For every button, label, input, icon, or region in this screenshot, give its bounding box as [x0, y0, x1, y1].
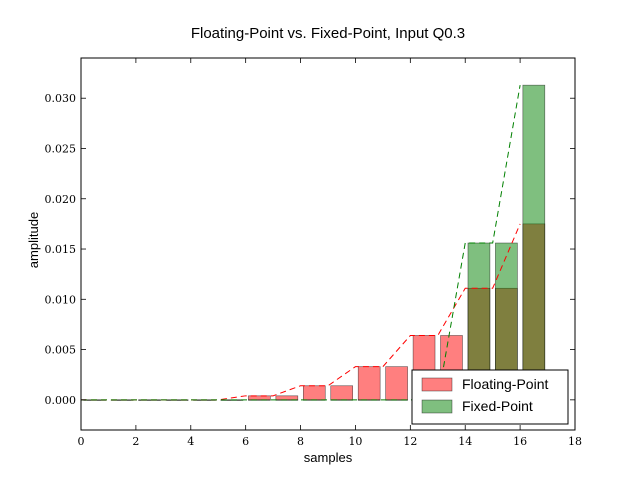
x-tick-label-8: 16 — [513, 435, 527, 448]
float-bar-11 — [385, 366, 408, 401]
y-tick-label-6: 0.030 — [45, 92, 77, 105]
legend-label-fixed: Fixed-Point — [462, 398, 533, 414]
x-tick-label-7: 14 — [458, 435, 472, 448]
y-tick-label-2: 0.010 — [45, 293, 77, 306]
float-bar-10 — [357, 366, 381, 401]
y-tick-label-3: 0.015 — [45, 243, 77, 256]
float-bar-7 — [275, 395, 299, 401]
fixed-bar-6 — [248, 399, 271, 401]
plot-area: 0 2 4 6 8 10 12 14 16 18 0.000 0.005 0.010 0.015 0.020… — [45, 57, 582, 448]
chart-title: Floating-Point vs. Fixed-Point, Input Q0… — [191, 25, 465, 42]
x-tick-label-3: 6 — [242, 435, 249, 448]
fixed-bar-10 — [357, 399, 381, 401]
x-tick-label-6: 12 — [403, 435, 417, 448]
fixed-bar-16 — [522, 84, 546, 401]
x-tick-label-0: 0 — [78, 435, 85, 448]
x-tick-label-9: 18 — [568, 435, 582, 448]
x-tick-label-4: 8 — [297, 435, 304, 448]
y-axis-label: amplitude — [26, 212, 41, 268]
x-tick-label-2: 4 — [187, 435, 194, 448]
legend-swatch-fixed — [421, 399, 453, 414]
float-bar-6 — [248, 395, 271, 401]
float-bar-9 — [330, 385, 354, 401]
float-bar-8 — [302, 385, 326, 401]
y-tick-label-1: 0.005 — [45, 344, 77, 357]
x-axis-label: samples — [304, 450, 353, 465]
legend: Floating-Point Fixed-Point — [411, 369, 569, 425]
legend-label-float: Floating-Point — [462, 376, 548, 392]
fixed-line — [81, 85, 521, 401]
x-tick-label-1: 2 — [132, 435, 139, 448]
x-tick-label-5: 10 — [348, 435, 362, 448]
y-tick-label-0: 0.000 — [45, 394, 77, 407]
y-tick-label-4: 0.020 — [45, 193, 77, 206]
legend-swatch-float — [421, 377, 453, 392]
axes-frame — [80, 57, 576, 431]
y-tick-label-5: 0.025 — [45, 142, 77, 155]
fixed-bar-2 — [138, 399, 161, 401]
